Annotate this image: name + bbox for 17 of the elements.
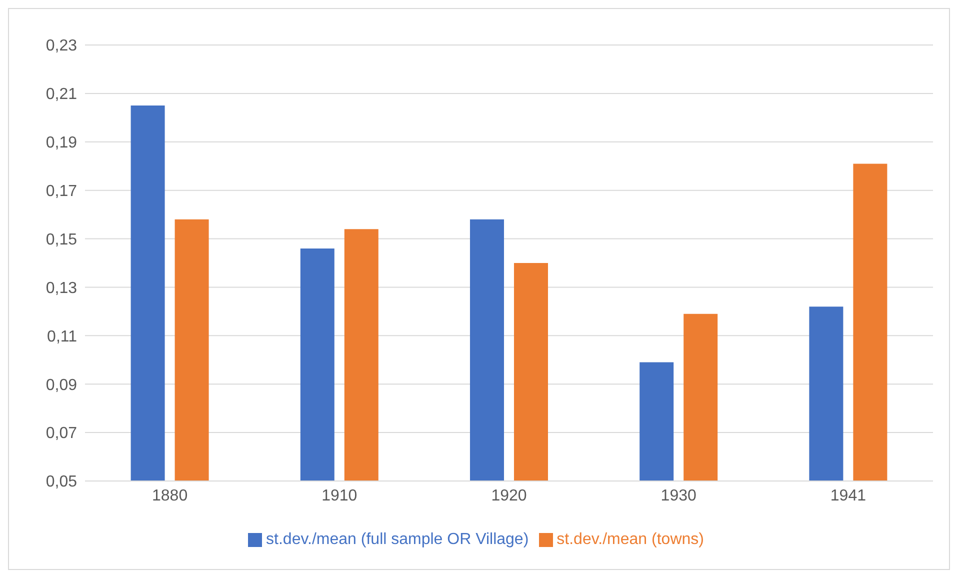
legend-label: st.dev./mean (full sample OR Village)	[266, 531, 529, 548]
y-tick-label: 0,05	[46, 474, 78, 491]
x-tick-label: 1920	[491, 487, 527, 504]
y-tick-label: 0,13	[46, 280, 78, 297]
y-tick-label: 0,23	[46, 38, 78, 55]
y-tick-label: 0,15	[46, 231, 78, 248]
y-tick-label: 0,21	[46, 86, 78, 104]
y-tick-label: 0,07	[46, 425, 78, 442]
x-tick-label: 1910	[322, 487, 358, 504]
x-tick-label: 1941	[830, 487, 866, 504]
y-tick-label: 0,19	[46, 134, 78, 152]
x-tick-label: 1930	[660, 487, 696, 504]
legend-label: st.dev./mean (towns)	[556, 531, 704, 548]
y-tick-label: 0,11	[47, 328, 78, 346]
x-tick-label: 1880	[152, 487, 188, 504]
y-tick-label: 0,17	[46, 183, 78, 200]
y-tick-label: 0,09	[46, 376, 78, 394]
